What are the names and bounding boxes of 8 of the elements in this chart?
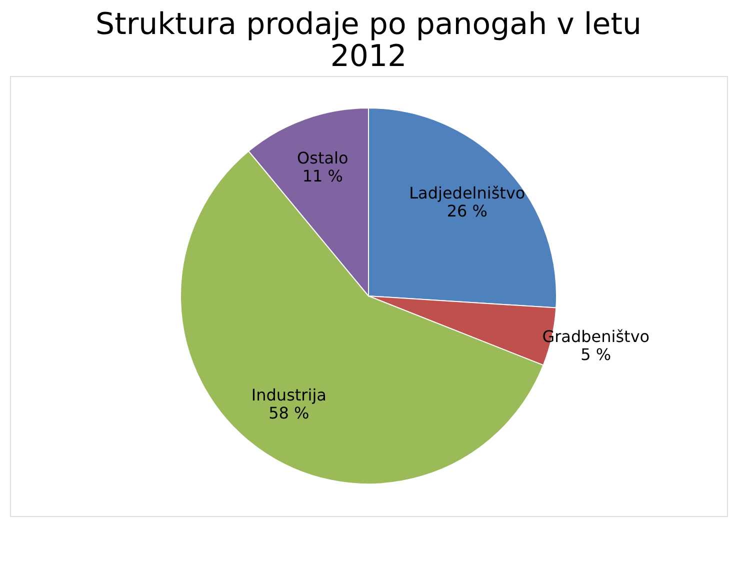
data-label: 11 % xyxy=(302,166,343,186)
data-label: 26 % xyxy=(446,201,488,220)
data-label: 58 % xyxy=(268,404,310,423)
slice-label: Ladjedelništvo xyxy=(409,183,526,202)
data-label: 5 % xyxy=(580,344,612,364)
slice-label: Ostalo xyxy=(297,148,348,168)
chart-title: Struktura prodaje po panogah v letu 2012 xyxy=(96,7,642,74)
slice-label: Industrija xyxy=(251,386,326,405)
